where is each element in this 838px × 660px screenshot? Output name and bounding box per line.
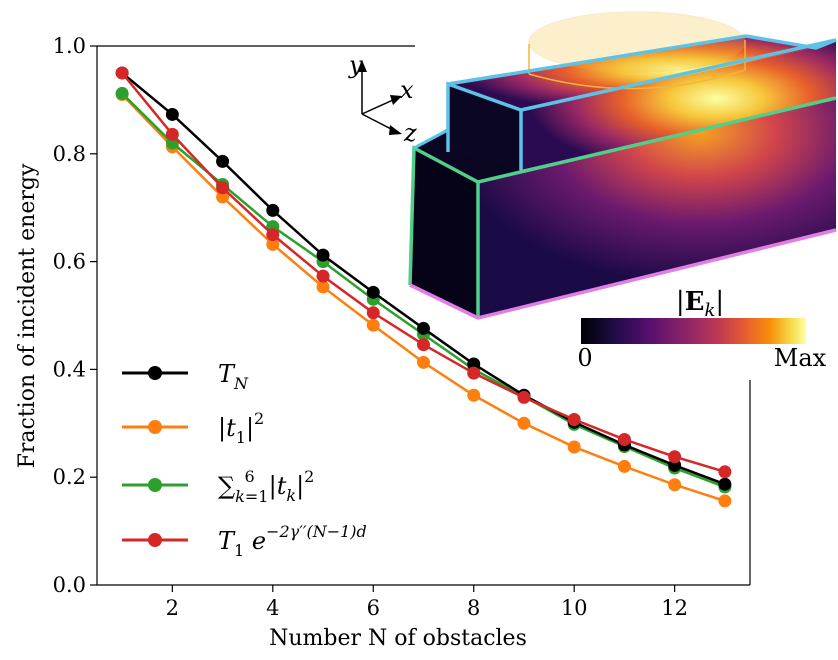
data-point [567,440,581,454]
data-point [567,413,581,427]
data-point [366,306,380,320]
x-tick-label: 2 [166,596,179,620]
y-tick-label: 1.0 [53,34,86,58]
data-point [668,450,682,464]
legend-entry-TN: TN [122,360,249,393]
data-point [718,494,732,508]
colorbar-label: |Ek| [676,287,724,321]
series-layer [115,66,732,508]
data-point [216,181,230,195]
coord-y-arrowhead [357,60,367,72]
data-point [467,366,481,380]
colorbar: |Ek| 0 Max [577,287,826,372]
data-point [718,477,732,491]
y-tick-label: 0.2 [53,465,86,489]
data-point [617,432,631,446]
legend-marker-sum [148,478,162,492]
coord-z-label: z [403,119,417,147]
data-point [216,190,230,204]
y-tick-label: 0.4 [53,357,86,381]
inset-upper-outline-back [447,34,837,86]
colorbar-min-label: 0 [577,344,592,372]
x-tick-label: 8 [467,596,480,620]
data-point [266,228,280,242]
x-tick-label: 10 [561,596,588,620]
legend-label-sum: ∑k=16 |tk|2 [218,467,314,506]
data-point [517,390,531,404]
data-point [617,459,631,473]
legend-marker-TN [148,366,162,380]
data-point [417,338,430,352]
data-point [467,357,481,371]
y-ticks: 0.0 0.2 0.4 0.6 0.8 1.0 [53,34,97,597]
colorbar-max-label: Max [774,344,827,372]
data-point [718,465,732,479]
coordinate-axes: y x z [348,51,417,147]
y-tick-label: 0.8 [53,142,86,166]
legend-label-T1exp: T1 e−2γ′′(N−1)d [218,522,367,560]
inset-lower-left-face [410,148,478,318]
legend-marker-T1exp [148,533,162,547]
y-axis-label: Fraction of incident energy [15,163,40,468]
inset-upper-front-face [521,40,836,170]
x-tick-label: 6 [367,596,380,620]
colorbar-gradient [581,318,806,344]
coord-z-arrow [361,113,394,131]
data-point [366,318,380,332]
data-point [467,388,481,402]
inset-bottom-outline [409,228,837,320]
inset-lower-front-face [478,98,836,318]
legend-marker-t1 [148,420,162,434]
data-point [115,86,129,100]
data-point [417,321,430,335]
data-point [517,416,531,430]
inset-upper-outline [446,38,837,152]
inset-cylinder-bottom [528,69,746,90]
legend-entry-t1: |t1|2 [122,409,264,447]
legend: TN |t1|2 ∑k=16 |tk|2 T1 e−2γ′′(N−1)d [122,360,367,560]
legend-label-TN: TN [218,360,249,393]
inset-upper-left-face [448,84,521,170]
data-point [165,107,179,121]
legend-entry-sum: ∑k=16 |tk|2 [122,467,314,506]
data-point [366,285,380,299]
inset-upper-top-face [448,36,816,110]
axes [96,45,751,586]
data-point [266,237,280,251]
data-point [668,478,682,492]
inset-lower-outline [408,96,837,286]
x-tick-label: 4 [266,596,279,620]
legend-label-t1: |t1|2 [218,409,264,447]
coord-x-arrowhead [390,95,402,105]
data-point [216,154,230,168]
data-point [115,66,129,80]
series-3 [115,66,732,479]
legend-entry-T1exp: T1 e−2γ′′(N−1)d [122,522,367,560]
x-axis-label: Number N of obstacles [269,626,527,651]
data-point [316,248,330,262]
y-tick-label: 0.0 [53,573,86,597]
coord-x-arrow [361,99,394,115]
inset-illustration [408,11,837,320]
data-point [316,269,330,283]
y-tick-label: 0.6 [53,250,86,274]
coord-z-arrowhead [389,125,402,135]
data-point [165,127,179,141]
x-ticks: 2 4 6 8 10 12 [166,585,688,620]
data-point [417,355,430,369]
coord-y-label: y [348,51,363,79]
data-point [266,203,280,217]
x-tick-label: 12 [661,596,688,620]
data-point [316,280,330,294]
inset-step-edge [413,128,449,150]
coord-x-label: x [400,76,414,104]
